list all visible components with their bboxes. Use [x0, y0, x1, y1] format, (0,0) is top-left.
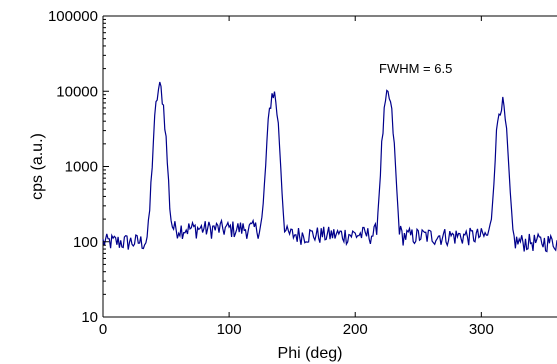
y-axis-label: cps (a.u.) [29, 133, 46, 200]
series-layer [102, 81, 557, 253]
y-tick-label: 10000 [56, 83, 98, 100]
y-tick-label: 1000 [65, 159, 98, 176]
x-tick-label: 0 [99, 321, 107, 338]
y-tick-label: 100 [73, 234, 98, 251]
x-axis-label: Phi (deg) [278, 345, 343, 362]
x-tick-label: 200 [343, 321, 368, 338]
plot-axes [102, 15, 557, 318]
y-tick-label: 100000 [48, 8, 98, 25]
y-tick-label: 10 [81, 309, 98, 326]
x-tick-label: 300 [469, 321, 494, 338]
ticks: 0 100 200 300 10 100 1000 10000 100000 [48, 8, 494, 338]
fwhm-annotation: FWHM = 6.5 [379, 61, 452, 76]
x-tick-label: 100 [217, 321, 242, 338]
series-line [102, 81, 557, 253]
